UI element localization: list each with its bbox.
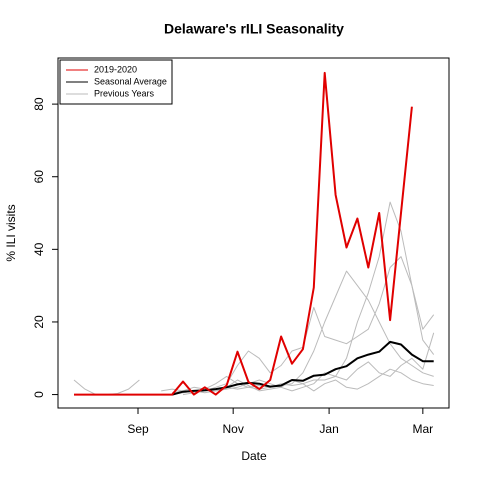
chart-title: Delaware's rILI Seasonality <box>164 21 344 37</box>
y-tick-label: 80 <box>32 97 46 111</box>
legend-label: Previous Years <box>94 88 155 98</box>
y-axis-label: % ILI visits <box>4 204 18 261</box>
x-tick-label: Jan <box>319 422 338 436</box>
series-line <box>74 71 413 396</box>
legend-label: Seasonal Average <box>94 76 167 86</box>
series-line <box>171 340 434 396</box>
x-axis-label: Date <box>241 449 267 463</box>
previous-year-line <box>73 379 140 396</box>
legend-label: 2019-2020 <box>94 64 137 74</box>
y-tick-label: 40 <box>32 242 46 256</box>
plot-box <box>57 57 450 409</box>
x-tick-label: Nov <box>222 422 243 436</box>
y-tick-label: 0 <box>32 391 46 398</box>
y-tick-label: 60 <box>32 170 46 184</box>
x-tick-label: Sep <box>127 422 149 436</box>
x-tick-label: Mar <box>413 422 434 436</box>
y-tick-label: 20 <box>32 315 46 329</box>
previous-year-line <box>182 201 435 394</box>
